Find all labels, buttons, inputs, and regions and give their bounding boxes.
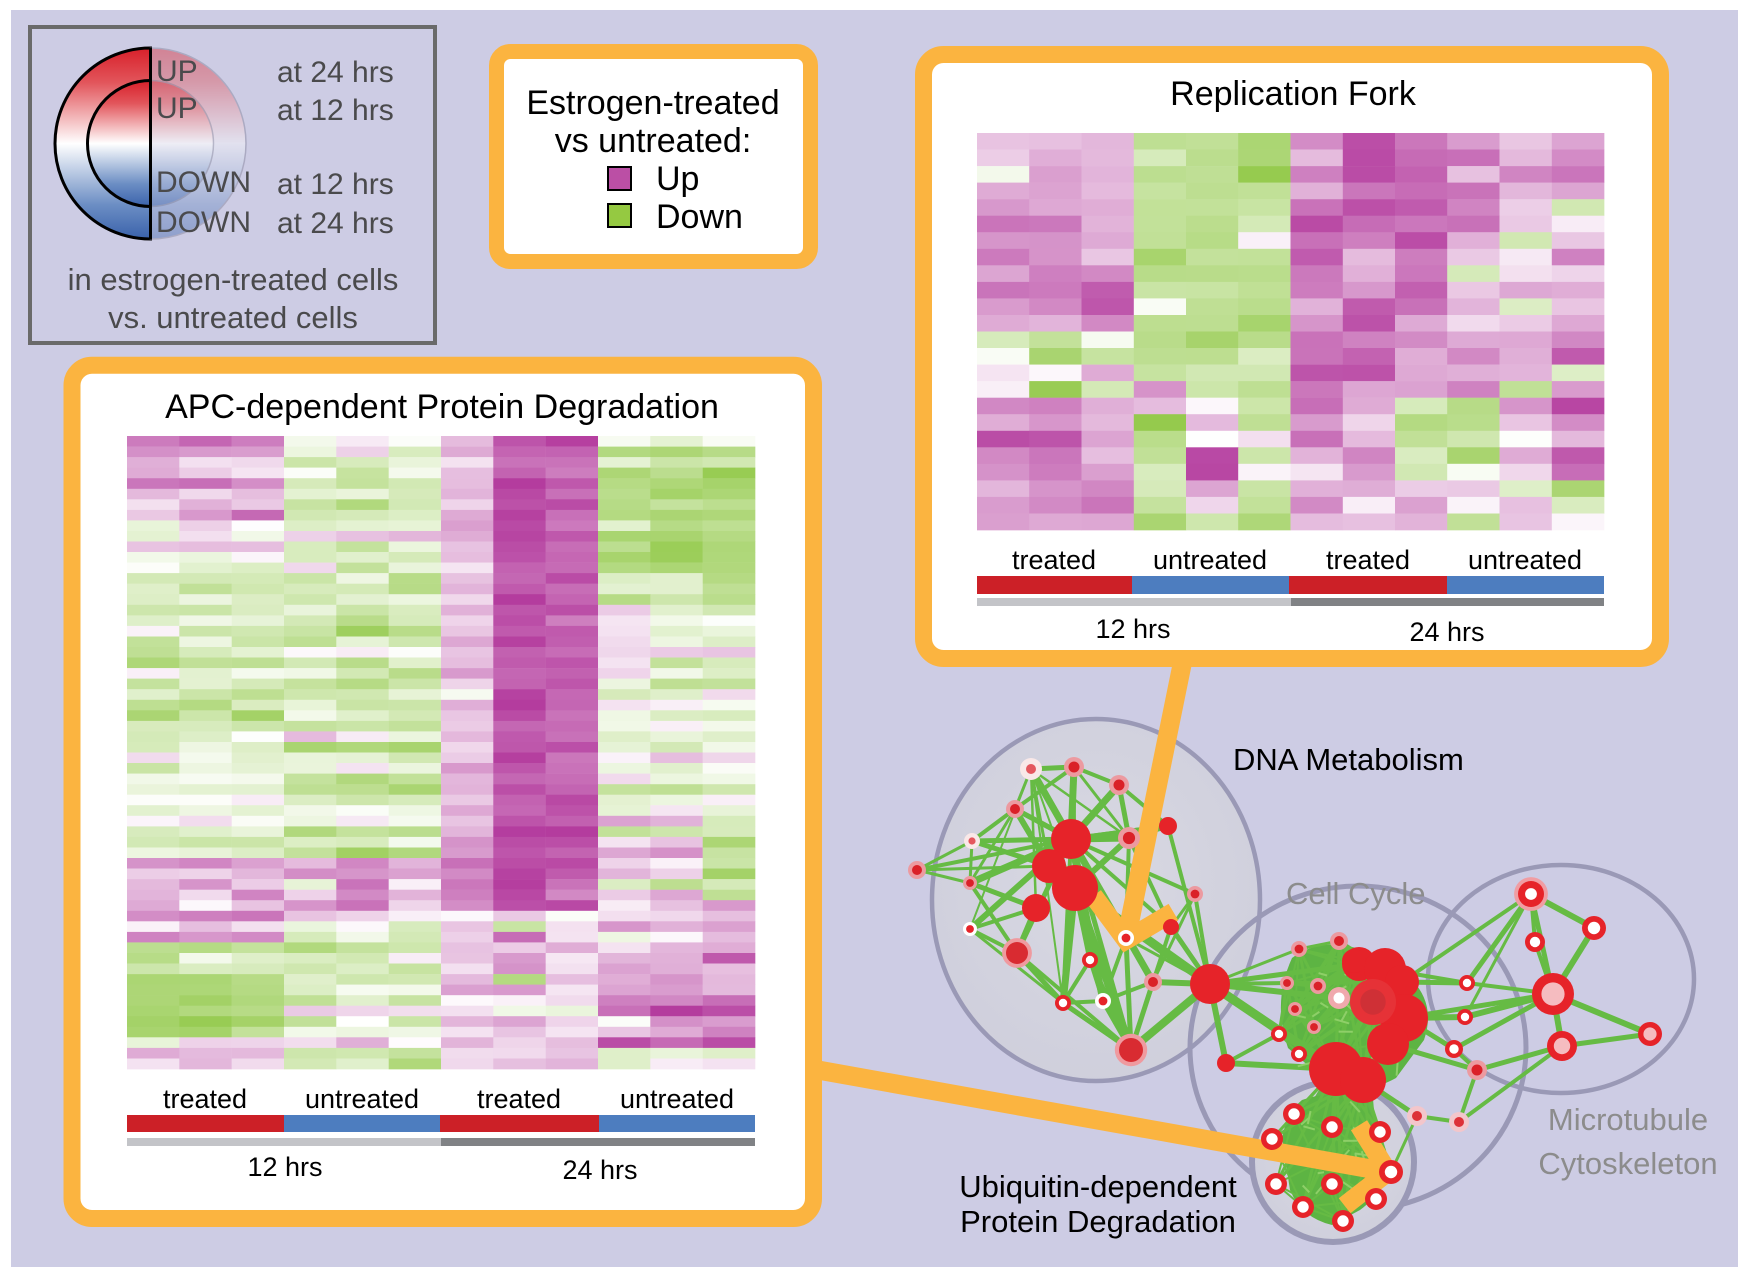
- svg-text:vs untreated:: vs untreated:: [555, 122, 752, 160]
- svg-text:UP: UP: [156, 55, 198, 88]
- svg-text:UP: UP: [156, 92, 198, 125]
- svg-text:Ubiquitin-dependent: Ubiquitin-dependent: [959, 1169, 1237, 1204]
- svg-text:Cytoskeleton: Cytoskeleton: [1538, 1146, 1717, 1181]
- svg-text:APC-dependent Protein Degradat: APC-dependent Protein Degradation: [165, 388, 719, 426]
- svg-text:at 12 hrs: at 12 hrs: [277, 168, 394, 201]
- svg-text:Replication Fork: Replication Fork: [1170, 75, 1417, 113]
- svg-text:treated: treated: [163, 1084, 247, 1114]
- svg-text:at 24 hrs: at 24 hrs: [277, 56, 394, 89]
- svg-text:DOWN: DOWN: [156, 166, 251, 199]
- svg-text:24 hrs: 24 hrs: [1409, 617, 1484, 647]
- svg-text:in estrogen-treated cells: in estrogen-treated cells: [68, 262, 399, 297]
- svg-text:at 24 hrs: at 24 hrs: [277, 207, 394, 240]
- svg-text:Estrogen-treated: Estrogen-treated: [526, 84, 779, 122]
- svg-text:Cell Cycle: Cell Cycle: [1286, 876, 1426, 911]
- svg-text:12 hrs: 12 hrs: [247, 1152, 322, 1182]
- svg-text:DOWN: DOWN: [156, 206, 251, 239]
- svg-text:Down: Down: [656, 198, 743, 236]
- svg-text:Microtubule: Microtubule: [1548, 1102, 1708, 1137]
- svg-text:vs. untreated cells: vs. untreated cells: [108, 300, 358, 335]
- svg-text:Protein Degradation: Protein Degradation: [960, 1204, 1236, 1239]
- svg-text:at 12 hrs: at 12 hrs: [277, 94, 394, 127]
- svg-text:treated: treated: [1012, 545, 1096, 575]
- svg-text:untreated: untreated: [1153, 545, 1267, 575]
- svg-text:12 hrs: 12 hrs: [1095, 614, 1170, 644]
- svg-text:treated: treated: [477, 1084, 561, 1114]
- svg-text:DNA Metabolism: DNA Metabolism: [1233, 742, 1464, 777]
- svg-text:untreated: untreated: [305, 1084, 419, 1114]
- svg-text:treated: treated: [1326, 545, 1410, 575]
- svg-text:24 hrs: 24 hrs: [562, 1155, 637, 1185]
- svg-text:untreated: untreated: [1468, 545, 1582, 575]
- svg-text:untreated: untreated: [620, 1084, 734, 1114]
- svg-text:Up: Up: [656, 160, 699, 198]
